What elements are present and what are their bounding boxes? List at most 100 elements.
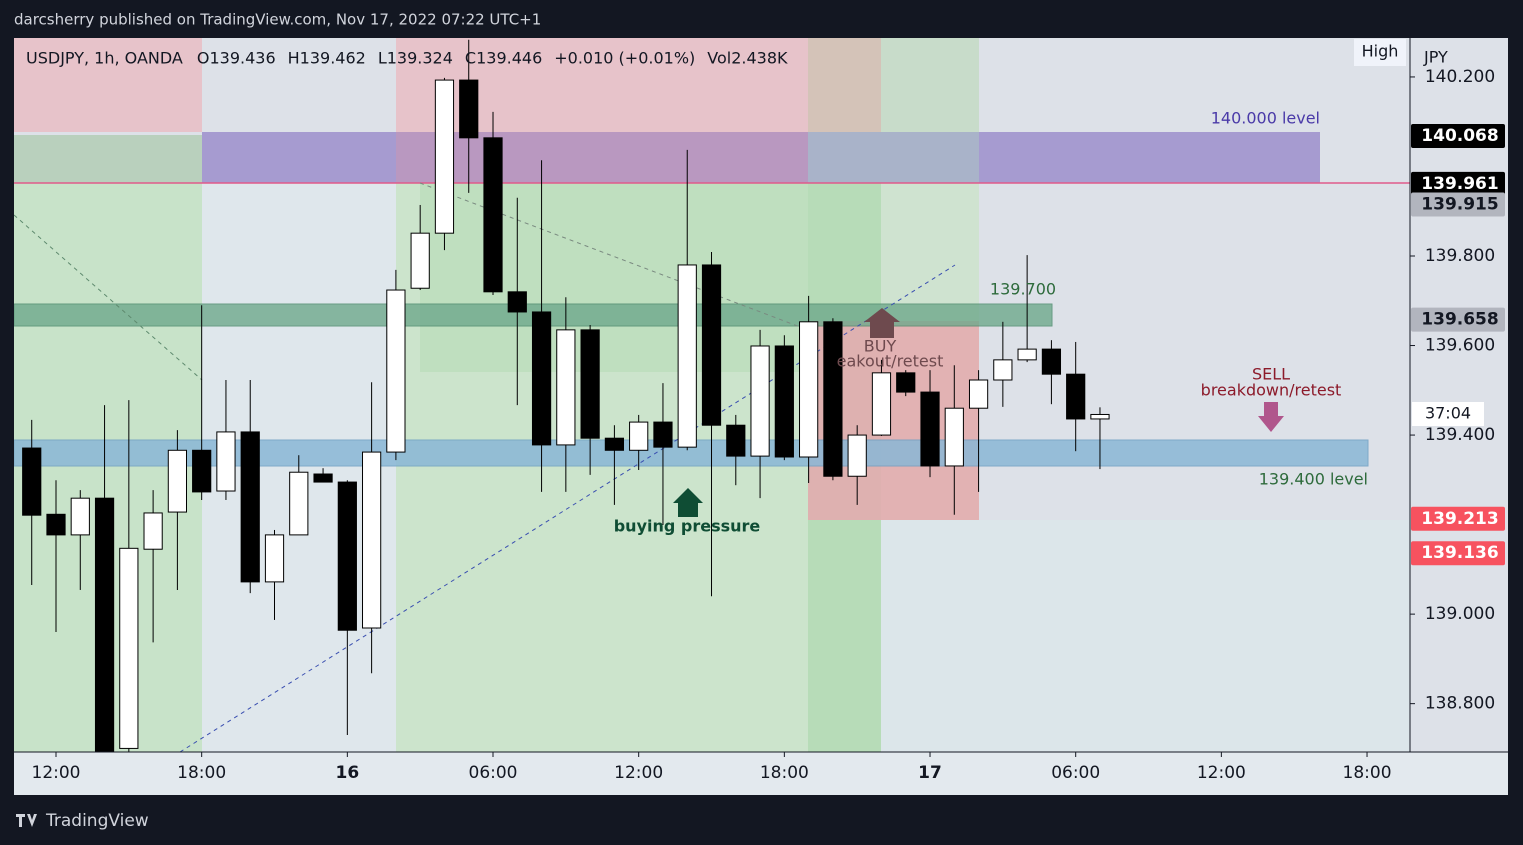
high-button[interactable] bbox=[1354, 39, 1406, 66]
x-tick-label: 06:00 bbox=[469, 763, 518, 783]
x-tick-label: 18:00 bbox=[1343, 763, 1392, 783]
price-axis bbox=[1410, 38, 1508, 752]
candle-body bbox=[1041, 348, 1062, 375]
price-badge bbox=[1411, 541, 1505, 566]
header: darcsherry published on TradingView.com,… bbox=[14, 11, 541, 29]
x-tick-label: 17 bbox=[918, 763, 942, 783]
price-badge bbox=[1411, 307, 1505, 332]
annotation: BUY bbox=[864, 337, 897, 356]
arrow-down bbox=[1258, 402, 1284, 432]
annotation: eakout/retest bbox=[837, 352, 944, 371]
price-badge-label: 139.915 bbox=[1421, 195, 1498, 215]
candle-body bbox=[240, 431, 260, 583]
legend: USDJPY, 1h, OANDA O139.436 H139.462 L139.32… bbox=[26, 49, 788, 68]
candle-body bbox=[410, 232, 430, 289]
x-tick-label: 18:00 bbox=[177, 763, 226, 783]
trend-line bbox=[14, 214, 203, 381]
candle-body bbox=[362, 451, 382, 629]
arrow-up bbox=[864, 308, 900, 338]
x-tick-label: 18:00 bbox=[760, 763, 809, 783]
candle-body bbox=[823, 321, 843, 477]
candle-body bbox=[459, 79, 479, 139]
price-badge-label: 140.068 bbox=[1421, 126, 1498, 146]
logo bbox=[16, 814, 37, 827]
y-tick-label: 139.800 bbox=[1425, 246, 1495, 266]
legend-item: USDJPY, 1h, OANDA bbox=[26, 49, 183, 68]
price-badge bbox=[1411, 124, 1505, 149]
legend-item: Vol2.438K bbox=[707, 49, 788, 68]
candle-body bbox=[531, 311, 552, 446]
arrow-up bbox=[673, 488, 703, 517]
candle-body bbox=[337, 481, 357, 631]
candle-body bbox=[920, 391, 940, 467]
high-button-label[interactable]: High bbox=[1362, 42, 1399, 61]
candle-body bbox=[677, 264, 697, 448]
candle-body bbox=[46, 513, 66, 536]
x-tick-label: 16 bbox=[336, 763, 360, 783]
countdown: 37:04 bbox=[1425, 404, 1471, 423]
candles bbox=[22, 39, 1110, 752]
x-tick-label: 06:00 bbox=[1051, 763, 1100, 783]
candle-body bbox=[968, 379, 989, 409]
candle-body bbox=[119, 547, 139, 749]
zone bbox=[881, 520, 1410, 752]
currency: JPY bbox=[1423, 48, 1448, 67]
zone bbox=[396, 132, 808, 183]
legend-item: +0.010 (+0.01%) bbox=[554, 49, 695, 68]
time-axis bbox=[14, 752, 1508, 795]
candle-body bbox=[167, 449, 187, 513]
price-badge bbox=[1411, 506, 1505, 531]
candle-body bbox=[653, 421, 673, 448]
y-tick-label: 139.400 bbox=[1425, 425, 1495, 445]
price-badge-label: 139.213 bbox=[1421, 509, 1498, 529]
candle-body bbox=[847, 434, 867, 477]
annotation: buying pressure bbox=[614, 517, 761, 536]
candle-body bbox=[944, 407, 964, 467]
candle-body bbox=[216, 431, 236, 492]
candle-body bbox=[1017, 348, 1037, 361]
footer: TradingView bbox=[45, 811, 149, 831]
annotation: 140.000 level bbox=[1211, 109, 1320, 128]
candle-body bbox=[896, 372, 916, 393]
candle-body bbox=[507, 291, 527, 313]
candle-body bbox=[70, 497, 90, 536]
candle-body bbox=[143, 512, 163, 550]
price-badge bbox=[1411, 192, 1505, 217]
candle-body bbox=[483, 137, 503, 293]
annotation: SELL bbox=[1252, 365, 1290, 384]
legend-item: C139.446 bbox=[465, 49, 542, 68]
price-badge bbox=[1411, 171, 1505, 196]
candle-body bbox=[701, 264, 722, 426]
candle-body bbox=[993, 359, 1013, 381]
candle-body bbox=[799, 321, 819, 458]
annotation: breakdown/retest bbox=[1201, 381, 1342, 400]
price-badge-label: 139.961 bbox=[1421, 174, 1498, 194]
candle-body bbox=[22, 447, 42, 516]
candle-body bbox=[871, 372, 892, 436]
axes: 140.200 139.800 139.600 139.400 139.000 138.8… bbox=[32, 67, 1505, 783]
zone bbox=[420, 183, 808, 372]
candle-body bbox=[629, 421, 649, 451]
y-tick-label: 139.600 bbox=[1425, 336, 1495, 356]
candle-body bbox=[386, 289, 406, 453]
candle-body bbox=[774, 345, 794, 458]
candle-body bbox=[726, 424, 746, 457]
x-tick-label: 12:00 bbox=[32, 763, 81, 783]
candle-body bbox=[289, 471, 309, 536]
legend-item: H139.462 bbox=[288, 49, 366, 68]
y-tick-label: 139.000 bbox=[1425, 604, 1495, 624]
candle-body bbox=[1066, 373, 1086, 420]
countdown-badge bbox=[1412, 402, 1484, 426]
price-badge-label: 139.136 bbox=[1421, 543, 1498, 563]
candle-body bbox=[313, 473, 333, 483]
y-tick-label: 138.800 bbox=[1425, 694, 1495, 714]
trend-line bbox=[419, 182, 809, 331]
x-tick-label: 12:00 bbox=[614, 763, 663, 783]
legend-item: O139.436 bbox=[197, 49, 276, 68]
candle-body bbox=[264, 534, 285, 583]
candle-body bbox=[434, 79, 455, 234]
candle-body bbox=[750, 345, 770, 457]
candle-body bbox=[192, 449, 212, 493]
legend-item: L139.324 bbox=[378, 49, 453, 68]
